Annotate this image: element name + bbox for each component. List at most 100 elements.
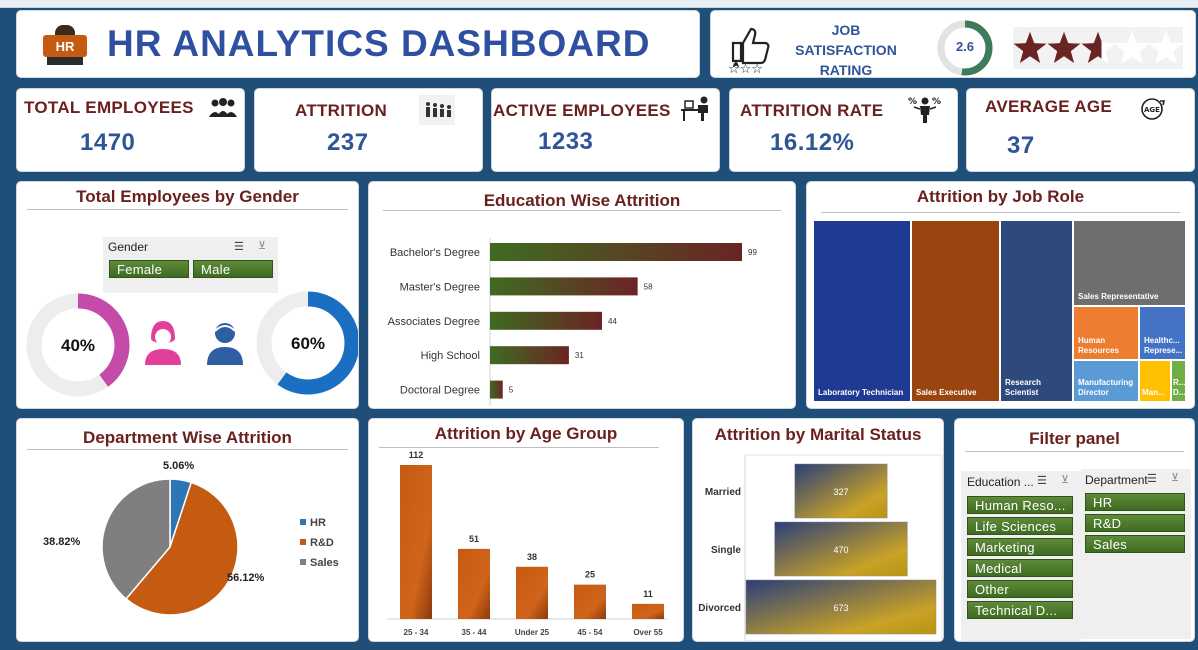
- panel-title: Attrition by Age Group: [434, 424, 618, 443]
- education-panel: Education Wise Attrition Bachelor's Degr…: [368, 181, 796, 409]
- bar[interactable]: [490, 346, 569, 365]
- slicer-item[interactable]: Life Sciences: [967, 517, 1073, 535]
- data-label: 58: [644, 282, 653, 291]
- bar[interactable]: [490, 311, 602, 330]
- axis-label: Single: [711, 545, 741, 556]
- axis-label: Bachelor's Degree: [390, 247, 480, 259]
- slicer-item[interactable]: Technical D...: [967, 601, 1073, 619]
- clear-filter-icon[interactable]: ⊻: [1171, 472, 1180, 484]
- axis-label: Under 25: [515, 628, 550, 637]
- kpi-card-total-employees: TOTAL EMPLOYEES 1470: [16, 88, 245, 172]
- pie-slice[interactable]: [101, 478, 171, 600]
- funnel-bar[interactable]: [794, 463, 888, 519]
- data-label: 327: [833, 487, 848, 497]
- bar[interactable]: [574, 584, 606, 619]
- kpi-label: ATTRITION RATE: [740, 101, 884, 120]
- bar[interactable]: [490, 243, 742, 261]
- male-percent: 60%: [290, 334, 326, 353]
- multi-select-icon[interactable]: ☰: [234, 241, 244, 253]
- multi-select-icon[interactable]: ☰: [1147, 473, 1157, 485]
- kpi-card-attrition-rate: ATTRITION RATE %% 16.12%: [729, 88, 958, 172]
- axis-label: 25 - 34: [404, 628, 429, 637]
- bar[interactable]: [458, 548, 490, 619]
- slicer-item-female[interactable]: Female: [109, 260, 189, 278]
- slicer-item-male[interactable]: Male: [193, 260, 273, 278]
- kpi-card-attrition: ATTRITION 237: [254, 88, 483, 172]
- department-panel: Department Wise Attrition 5.06% 56.12% 38.…: [16, 418, 359, 642]
- slicer-item[interactable]: Human Reso...: [967, 496, 1073, 514]
- department-pie-chart: 5.06% 56.12% 38.82% HR R&D Sales: [43, 460, 339, 616]
- female-icon: [141, 319, 185, 372]
- multi-select-icon[interactable]: ☰: [1037, 475, 1047, 487]
- bar[interactable]: [490, 277, 638, 296]
- data-label: 25: [585, 570, 595, 580]
- slicer-item[interactable]: Medical: [967, 559, 1073, 577]
- bar[interactable]: [632, 603, 664, 619]
- jobrole-treemap: Laboratory Technician Sales Executive Re…: [813, 220, 1191, 404]
- svg-text:%: %: [908, 97, 917, 107]
- legend-swatch: [300, 519, 306, 525]
- data-label: 112: [409, 450, 424, 460]
- data-label: 5.06%: [163, 460, 194, 472]
- satisfaction-value: 2.6: [955, 39, 975, 54]
- clear-filter-icon[interactable]: ⊻: [258, 240, 267, 252]
- age-icon: AGE: [1139, 97, 1167, 126]
- slicer-item[interactable]: HR: [1085, 493, 1185, 511]
- data-label: 673: [833, 603, 848, 613]
- treemap-tile-human-resources[interactable]: Human Resources: [1073, 306, 1139, 360]
- slicer-header: Education ...: [967, 475, 1034, 489]
- data-label: 38.82%: [43, 536, 81, 548]
- slicer-item[interactable]: R&D: [1085, 514, 1185, 532]
- data-label: 470: [833, 545, 848, 555]
- funnel-bar[interactable]: [745, 579, 937, 635]
- panel-title: Education Wise Attrition: [483, 191, 681, 210]
- axis-label: 35 - 44: [462, 628, 487, 637]
- rating-star: [1012, 30, 1048, 65]
- axis-label: High School: [421, 350, 480, 362]
- kpi-label: ATTRITION: [295, 101, 388, 120]
- kpi-label: AVERAGE AGE: [985, 97, 1113, 116]
- treemap-tile-healthcare-representative[interactable]: Healthc... Represe...: [1139, 306, 1186, 360]
- legend-label: HR: [310, 517, 326, 529]
- kpi-label: TOTAL EMPLOYEES: [24, 98, 194, 117]
- treemap-tile-laboratory-technician[interactable]: Laboratory Technician: [813, 220, 911, 402]
- bar[interactable]: [490, 380, 503, 399]
- axis-label: Master's Degree: [400, 281, 480, 293]
- people-leaving-icon: [419, 95, 455, 125]
- spreadsheet-grid-strip: [0, 0, 1198, 8]
- panel-title: Attrition by Marital Status: [714, 425, 922, 444]
- axis-label: Over 55: [633, 628, 663, 637]
- gender-panel: Total Employees by Gender Gender ☰ ⊻ Fem…: [16, 181, 359, 409]
- treemap-tile-research-scientist[interactable]: Research Scientist: [1000, 220, 1073, 402]
- job-satisfaction-label: JOB SATISFACTION RATING: [795, 22, 897, 78]
- data-label: 51: [469, 534, 479, 544]
- treemap-tile-manufacturing-director[interactable]: Manufacturing Director: [1073, 360, 1139, 402]
- bar[interactable]: [516, 566, 548, 619]
- kpi-value: 1470: [80, 129, 136, 156]
- clear-filter-icon[interactable]: ⊻: [1061, 474, 1070, 486]
- kpi-value: 237: [327, 129, 369, 156]
- data-label: 5: [509, 386, 514, 395]
- svg-text:☆☆☆: ☆☆☆: [728, 62, 763, 73]
- treemap-tile-research-director[interactable]: R... D...: [1171, 360, 1186, 402]
- slicer-header: Gender: [108, 240, 149, 254]
- pie-slice[interactable]: [125, 481, 239, 616]
- funnel-bar[interactable]: [774, 521, 908, 577]
- slicer-item[interactable]: Other: [967, 580, 1073, 598]
- bar[interactable]: [400, 465, 432, 619]
- age-bar-chart: 112 25 - 34 51 35 - 44 38 Under 25 25 45 - 54 11…: [387, 450, 667, 637]
- slicer-item[interactable]: Sales: [1085, 535, 1185, 553]
- kpi-value: 1233: [538, 128, 594, 155]
- panel-title: Department Wise Attrition: [83, 428, 292, 447]
- marital-panel: Attrition by Marital Status 327 Married 47…: [692, 418, 944, 642]
- data-label: 56.12%: [227, 572, 265, 584]
- star-rating: [1012, 27, 1184, 69]
- slicer-item[interactable]: Marketing: [967, 538, 1073, 556]
- header-panel: HR HR ANALYTICS DASHBOARD: [16, 10, 700, 78]
- treemap-tile-sales-representative[interactable]: Sales Representative: [1073, 220, 1186, 306]
- hr-logo: HR: [43, 25, 87, 65]
- treemap-tile-sales-executive[interactable]: Sales Executive: [911, 220, 1000, 402]
- svg-text:AGE: AGE: [1144, 106, 1160, 114]
- treemap-tile-manager[interactable]: Man...: [1139, 360, 1171, 402]
- data-label: 31: [575, 351, 584, 360]
